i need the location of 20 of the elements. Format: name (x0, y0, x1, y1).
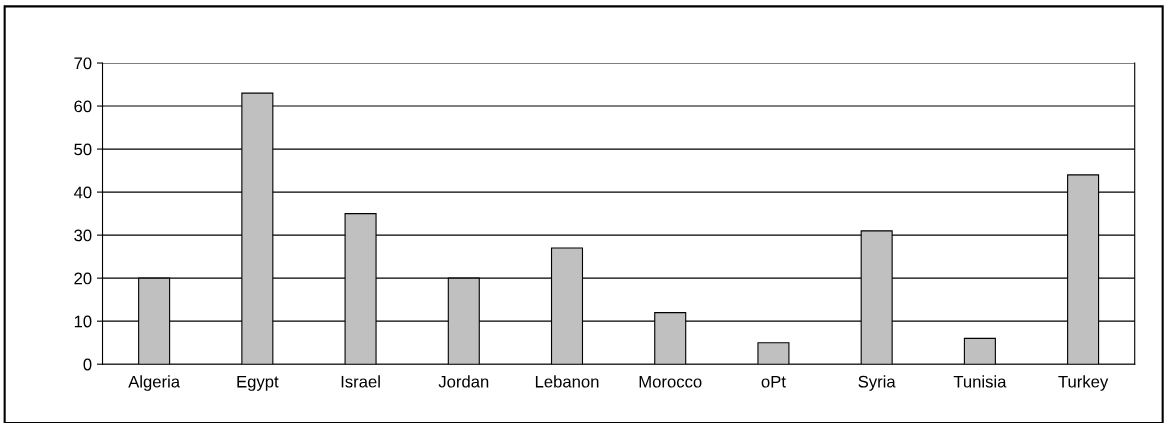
x-tick-label: Algeria (128, 375, 181, 391)
y-tick-label: 20 (74, 272, 92, 285)
x-tick-label: Syria (858, 375, 896, 391)
x-tick-label: Israel (341, 375, 380, 388)
x-tick-label: Jordan (438, 375, 489, 388)
y-tick-label: 50 (74, 143, 92, 156)
x-tick-label: Egypt (237, 375, 279, 391)
x-tick-label: Tunisia (953, 375, 1007, 388)
y-tick-label: 40 (73, 186, 92, 199)
y-tick-label: 60 (74, 100, 92, 113)
bar (963, 337, 996, 365)
x-tick-label: Turkey (1058, 375, 1109, 391)
x-tick-label: Lebanon (535, 375, 599, 388)
y-tick-label: 10 (74, 315, 92, 328)
y-tick-label: 70 (74, 57, 92, 70)
x-tick-label: oPt (761, 375, 786, 388)
y-tick-label: 0 (83, 358, 92, 371)
y-tick-label: 30 (74, 229, 92, 242)
x-tick-label: Morocco (639, 375, 702, 388)
bar (757, 342, 790, 365)
